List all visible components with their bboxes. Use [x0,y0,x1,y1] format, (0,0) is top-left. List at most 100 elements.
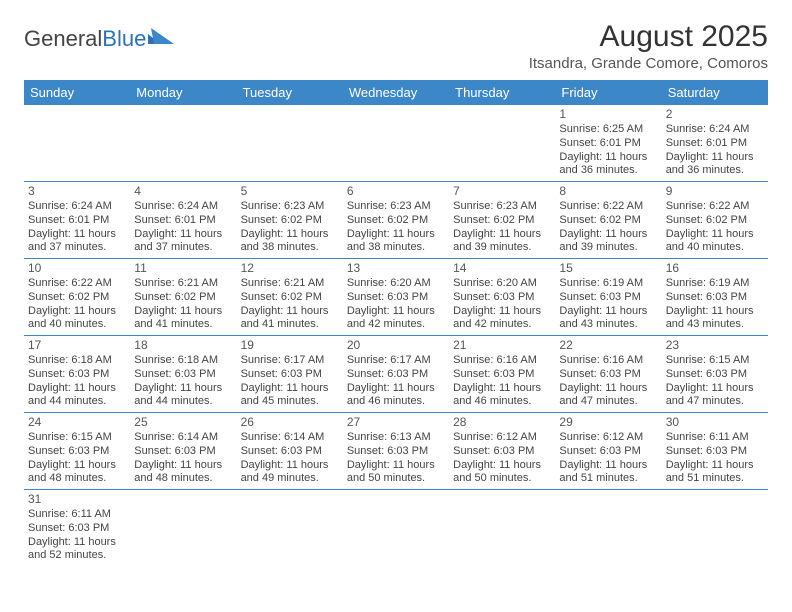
sunrise-text: Sunrise: 6:23 AM [241,200,339,214]
sunset-text: Sunset: 6:02 PM [134,291,232,305]
day-number: 30 [666,415,764,430]
daylight1-text: Daylight: 11 hours [241,305,339,319]
calendar-table: Sunday Monday Tuesday Wednesday Thursday… [24,80,768,566]
sunrise-text: Sunrise: 6:13 AM [347,431,445,445]
sunset-text: Sunset: 6:01 PM [666,137,764,151]
daylight2-text: and 36 minutes. [559,164,657,178]
sunrise-text: Sunrise: 6:15 AM [28,431,126,445]
daylight2-text: and 50 minutes. [453,472,551,486]
sunset-text: Sunset: 6:03 PM [559,368,657,382]
daylight1-text: Daylight: 11 hours [28,228,126,242]
daylight2-text: and 43 minutes. [559,318,657,332]
day-number: 9 [666,184,764,199]
sunset-text: Sunset: 6:03 PM [134,368,232,382]
calendar-cell: 17Sunrise: 6:18 AMSunset: 6:03 PMDayligh… [24,336,130,413]
sunrise-text: Sunrise: 6:14 AM [134,431,232,445]
calendar-cell: 21Sunrise: 6:16 AMSunset: 6:03 PMDayligh… [449,336,555,413]
daylight1-text: Daylight: 11 hours [347,382,445,396]
sunrise-text: Sunrise: 6:17 AM [347,354,445,368]
calendar-cell: 13Sunrise: 6:20 AMSunset: 6:03 PMDayligh… [343,259,449,336]
day-number: 20 [347,338,445,353]
sunrise-text: Sunrise: 6:11 AM [28,508,126,522]
sunrise-text: Sunrise: 6:21 AM [241,277,339,291]
sunrise-text: Sunrise: 6:22 AM [28,277,126,291]
day-number: 1 [559,107,657,122]
daylight1-text: Daylight: 11 hours [453,228,551,242]
calendar-cell: 20Sunrise: 6:17 AMSunset: 6:03 PMDayligh… [343,336,449,413]
calendar-cell [237,105,343,182]
sunset-text: Sunset: 6:03 PM [347,445,445,459]
daylight1-text: Daylight: 11 hours [28,536,126,550]
day-number: 3 [28,184,126,199]
calendar-cell: 16Sunrise: 6:19 AMSunset: 6:03 PMDayligh… [662,259,768,336]
sunset-text: Sunset: 6:02 PM [453,214,551,228]
daylight1-text: Daylight: 11 hours [666,305,764,319]
daylight2-text: and 48 minutes. [134,472,232,486]
daylight1-text: Daylight: 11 hours [666,228,764,242]
day-number: 22 [559,338,657,353]
daylight2-text: and 51 minutes. [559,472,657,486]
sunset-text: Sunset: 6:03 PM [453,368,551,382]
daylight1-text: Daylight: 11 hours [347,305,445,319]
sunrise-text: Sunrise: 6:20 AM [347,277,445,291]
calendar-cell [555,490,661,567]
calendar-row: 10Sunrise: 6:22 AMSunset: 6:02 PMDayligh… [24,259,768,336]
daylight2-text: and 38 minutes. [241,241,339,255]
calendar-cell [662,490,768,567]
sunset-text: Sunset: 6:03 PM [453,291,551,305]
day-number: 15 [559,261,657,276]
sunset-text: Sunset: 6:03 PM [347,291,445,305]
sunset-text: Sunset: 6:03 PM [28,522,126,536]
daylight1-text: Daylight: 11 hours [134,305,232,319]
day-number: 4 [134,184,232,199]
calendar-row: 31Sunrise: 6:11 AMSunset: 6:03 PMDayligh… [24,490,768,567]
calendar-cell: 9Sunrise: 6:22 AMSunset: 6:02 PMDaylight… [662,182,768,259]
calendar-cell: 19Sunrise: 6:17 AMSunset: 6:03 PMDayligh… [237,336,343,413]
calendar-cell: 31Sunrise: 6:11 AMSunset: 6:03 PMDayligh… [24,490,130,567]
weekday-header-row: Sunday Monday Tuesday Wednesday Thursday… [24,80,768,105]
daylight2-text: and 45 minutes. [241,395,339,409]
page-header: GeneralBlue August 2025 Itsandra, Grande… [24,20,768,72]
sunrise-text: Sunrise: 6:23 AM [453,200,551,214]
page-subtitle: Itsandra, Grande Comore, Comoros [529,55,768,72]
day-number: 29 [559,415,657,430]
calendar-cell [449,490,555,567]
title-block: August 2025 Itsandra, Grande Comore, Com… [529,20,768,72]
daylight2-text: and 51 minutes. [666,472,764,486]
daylight1-text: Daylight: 11 hours [134,228,232,242]
calendar-cell [343,490,449,567]
daylight2-text: and 42 minutes. [347,318,445,332]
calendar-body: 1Sunrise: 6:25 AMSunset: 6:01 PMDaylight… [24,105,768,566]
sunset-text: Sunset: 6:03 PM [559,445,657,459]
daylight1-text: Daylight: 11 hours [666,151,764,165]
sunset-text: Sunset: 6:03 PM [453,445,551,459]
sunrise-text: Sunrise: 6:22 AM [559,200,657,214]
calendar-cell [237,490,343,567]
weekday-header: Tuesday [237,80,343,105]
sunrise-text: Sunrise: 6:24 AM [666,123,764,137]
sunrise-text: Sunrise: 6:19 AM [559,277,657,291]
calendar-cell: 29Sunrise: 6:12 AMSunset: 6:03 PMDayligh… [555,413,661,490]
sunset-text: Sunset: 6:02 PM [559,214,657,228]
daylight2-text: and 48 minutes. [28,472,126,486]
daylight1-text: Daylight: 11 hours [28,382,126,396]
calendar-row: 3Sunrise: 6:24 AMSunset: 6:01 PMDaylight… [24,182,768,259]
day-number: 16 [666,261,764,276]
brand-text-blue: Blue [102,26,146,52]
daylight2-text: and 44 minutes. [134,395,232,409]
daylight2-text: and 50 minutes. [347,472,445,486]
sunset-text: Sunset: 6:03 PM [28,445,126,459]
daylight1-text: Daylight: 11 hours [347,228,445,242]
daylight2-text: and 39 minutes. [453,241,551,255]
weekday-header: Friday [555,80,661,105]
day-number: 23 [666,338,764,353]
day-number: 11 [134,261,232,276]
sunset-text: Sunset: 6:03 PM [347,368,445,382]
calendar-cell [130,490,236,567]
weekday-header: Thursday [449,80,555,105]
daylight1-text: Daylight: 11 hours [559,151,657,165]
daylight1-text: Daylight: 11 hours [241,382,339,396]
daylight1-text: Daylight: 11 hours [28,459,126,473]
day-number: 17 [28,338,126,353]
calendar-cell: 3Sunrise: 6:24 AMSunset: 6:01 PMDaylight… [24,182,130,259]
